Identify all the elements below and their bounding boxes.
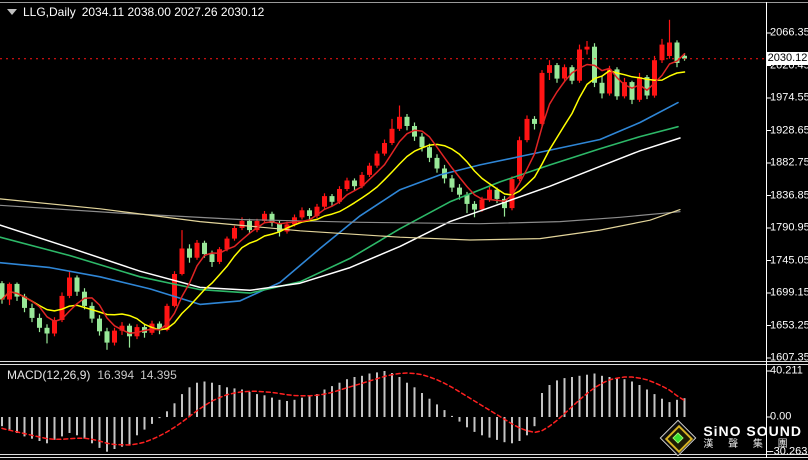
price-axis-label: 1974.55 (770, 91, 808, 104)
watermark-brand-text: SiNO SOUND (703, 422, 802, 439)
macd-name: MACD(12,26,9) (7, 368, 91, 382)
macd-axis-label: 0.00 (770, 410, 792, 423)
macd-axis-label: -30.263 (770, 445, 808, 458)
price-axis-label: 1607.35 (770, 351, 808, 364)
broker-watermark: SiNO SOUND 漢 聲 集 團 (659, 419, 802, 457)
symbol-period-label: LLG,Daily (23, 5, 76, 19)
price-axis-label: 1745.05 (770, 254, 808, 266)
ohlc-values: 2034.11 2038.00 2027.26 2030.12 (81, 5, 265, 19)
moving-averages-layer (0, 53, 686, 335)
watermark-chinese-text: 漢 聲 集 團 (703, 438, 794, 450)
chart-title-bar: LLG,Daily 2034.11 2038.00 2027.26 2030.1… (7, 5, 264, 19)
price-axis-label: 1836.85 (770, 189, 808, 201)
macd-layer (1, 371, 686, 452)
macd-indicator-label: MACD(12,26,9) 16.394 14.395 (7, 368, 177, 382)
price-axis-label: 1928.65 (770, 124, 808, 136)
current-price-badge: 2030.12 (767, 52, 808, 66)
macd-signal-value: 14.395 (140, 368, 177, 382)
candles-layer (0, 19, 687, 350)
price-axis-label: 1699.15 (770, 286, 808, 299)
sino-sound-logo-icon (659, 419, 697, 457)
price-axis-label: 1653.25 (770, 319, 808, 331)
price-axis-label: 1882.75 (770, 156, 808, 169)
price-axis-label: 1790.95 (770, 221, 808, 234)
price-axis-label: 2066.35 (770, 26, 808, 39)
macd-main-value: 16.394 (97, 368, 135, 382)
macd-axis-label: 40.211 (770, 364, 803, 377)
symbol-dropdown-icon[interactable] (7, 9, 17, 15)
